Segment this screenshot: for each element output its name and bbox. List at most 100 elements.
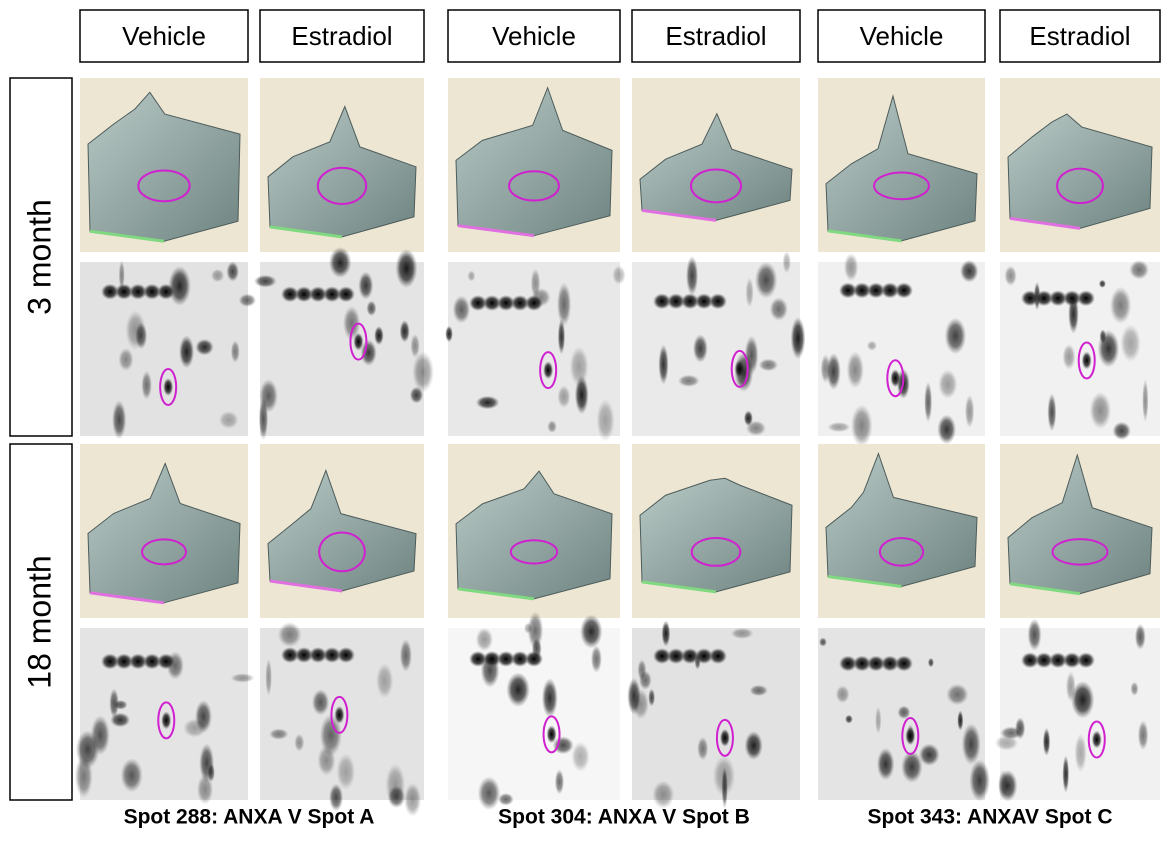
gel-spot (662, 620, 671, 646)
gel-spot (783, 251, 791, 273)
gel-spot (745, 731, 763, 760)
gel-spot (317, 745, 335, 776)
gel-spot (118, 348, 133, 371)
gel-spot (709, 293, 727, 309)
gel-spot (648, 689, 655, 707)
gel-spot (476, 396, 500, 409)
gel-spot (1130, 682, 1138, 696)
spot-label: Spot 304: ANXA V Spot B (498, 806, 750, 829)
gel-spot (239, 294, 256, 307)
gel-spot (890, 369, 900, 387)
gel-spot (410, 334, 419, 358)
gel-spot (265, 658, 272, 696)
gel-spot (531, 268, 541, 298)
gel-spot (337, 647, 355, 663)
gel-spot (207, 763, 215, 782)
gel-spot (652, 781, 674, 809)
gel-spot (1004, 266, 1016, 286)
gel-spot (112, 400, 126, 439)
column-header: Vehicle (122, 21, 206, 51)
gel-spot (157, 284, 175, 300)
gel-spot (1110, 287, 1131, 324)
gel-spot (946, 684, 968, 705)
gel-spot (965, 394, 974, 428)
gel-spot (329, 247, 351, 278)
gel-spot (157, 653, 175, 669)
gel-spot (1092, 731, 1102, 749)
gel-spot (1120, 324, 1140, 362)
gel-spot (575, 376, 589, 415)
spot-label: Spot 343: ANXAV Spot C (867, 806, 1112, 829)
gel-spot (826, 353, 840, 390)
gel-spot (453, 295, 471, 323)
gel-spot (1000, 727, 1022, 740)
gel-spot (867, 341, 877, 351)
gel-spot (254, 275, 277, 288)
gel-spot (897, 706, 910, 720)
gel-spot (336, 753, 355, 789)
gel-spot (179, 335, 194, 368)
gel-spot (366, 301, 376, 317)
gel-spot (211, 269, 224, 283)
gel-spot (358, 272, 373, 300)
gel-spot (746, 277, 754, 308)
gel-spot (195, 700, 212, 733)
gel-spot (937, 415, 956, 445)
gel-spot (269, 728, 288, 739)
gel-spot (845, 715, 853, 724)
page: {"column_headers": ["Vehicle", "Estradio… (0, 0, 1163, 837)
gel-spot (847, 351, 864, 388)
gel-spot (1028, 619, 1042, 651)
gel-spot (697, 737, 708, 761)
gel-spot (633, 689, 649, 720)
gel-spot (596, 399, 614, 442)
gel-spot (580, 615, 602, 649)
gel-spot (713, 756, 735, 797)
gel-spot (844, 253, 858, 281)
gel-spot (353, 333, 363, 351)
gel-spot (231, 673, 255, 682)
column-header: Vehicle (492, 21, 576, 51)
gel-spot (337, 286, 355, 302)
gel-spot (1043, 728, 1050, 756)
gel-spot (1090, 392, 1112, 429)
gel-spot (121, 758, 143, 792)
gel-spot (962, 723, 981, 765)
gel-spot (571, 742, 589, 772)
gel-spot (924, 381, 932, 422)
gel-spot (1047, 393, 1056, 431)
gel-spot (1075, 734, 1087, 773)
figure: VehicleEstradiolVehicleEstradiolVehicleE… (0, 0, 1163, 837)
gel-spot (895, 282, 913, 298)
gel-spot (557, 282, 571, 326)
gel-spot (875, 706, 881, 734)
gel-spot (195, 339, 213, 356)
gel-spot (960, 260, 978, 283)
gel-spot (1142, 379, 1148, 423)
gel-spot (476, 628, 493, 652)
gel-spot (498, 793, 514, 806)
gel-spot (1135, 624, 1146, 650)
gel-spot (709, 648, 727, 664)
gel-spot (114, 700, 128, 710)
gel-spot (219, 411, 239, 429)
gel-spot (969, 759, 990, 801)
gel-spot (905, 727, 915, 745)
gel-spot (110, 713, 130, 728)
gel-spot (658, 344, 668, 384)
gel-spot (278, 622, 302, 647)
gel-spot (467, 270, 475, 281)
gel-spot (161, 711, 171, 729)
gel-spot (557, 385, 570, 408)
gel-spot (998, 770, 1017, 802)
gel-spot (755, 262, 777, 299)
column-header: Estradiol (291, 21, 392, 51)
panels (75, 78, 1160, 817)
gel-spot (555, 769, 564, 794)
gel-spot (877, 748, 895, 780)
gel-spot (400, 320, 410, 343)
gel-spot (693, 334, 708, 362)
gel-spot (312, 689, 329, 715)
gel-spot (259, 379, 278, 413)
column-header: Vehicle (860, 21, 944, 51)
